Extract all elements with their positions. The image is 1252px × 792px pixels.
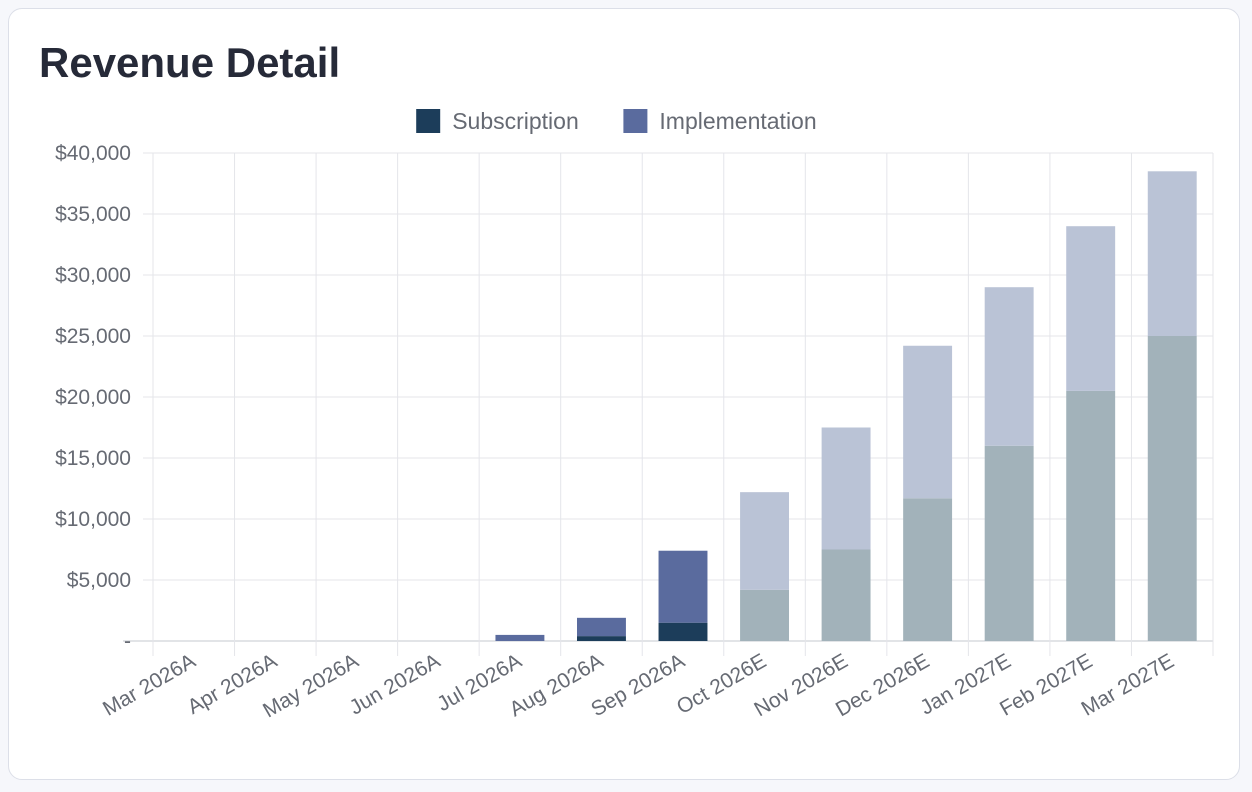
bar-implementation[interactable]: Oct 2026E – Implementation <box>740 492 789 590</box>
legend-swatch-implementation[interactable] <box>623 109 648 133</box>
bar-implementation[interactable]: Aug 2026A – Implementation <box>577 617 626 637</box>
bar-subscription[interactable]: Feb 2027E – Subscription <box>1066 390 1116 641</box>
y-tick-label: - <box>124 630 131 653</box>
y-tick-label: $30,000 <box>55 264 131 287</box>
legend-swatch-subscription[interactable] <box>416 109 441 133</box>
bar-implementation[interactable]: Sep 2026A – Implementation <box>658 550 708 623</box>
bar-implementation[interactable]: Nov 2026E – Implementation <box>821 427 871 550</box>
bar-subscription[interactable]: Sep 2026A – Subscription <box>658 622 708 641</box>
grid <box>123 152 1214 656</box>
bar-subscription[interactable]: Mar 2027E – Subscription <box>1147 336 1197 641</box>
bar-subscription[interactable]: Aug 2026A – Subscription <box>577 636 626 641</box>
bars: Jul 2026A – Implementation Aug 2026A – Su… <box>495 171 1197 642</box>
x-tick-label: Dec 2026E <box>832 649 933 721</box>
bar-subscription[interactable]: Dec 2026E – Subscription <box>903 498 953 641</box>
y-tick-label: $15,000 <box>55 447 131 470</box>
x-tick-label: Feb 2027E <box>996 649 1096 720</box>
legend-label-implementation[interactable]: Implementation <box>659 108 816 134</box>
y-tick-label: $5,000 <box>67 569 131 592</box>
card-title: Revenue Detail <box>39 39 341 86</box>
x-tick-label: Sep 2026A <box>587 649 689 721</box>
y-tick-label: $20,000 <box>55 386 131 409</box>
y-tick-label: $25,000 <box>55 325 131 348</box>
bar-implementation[interactable]: Mar 2027E – Implementation <box>1147 171 1197 336</box>
bar-implementation[interactable]: Jan 2027E – Implementation <box>984 287 1034 446</box>
y-tick-label: $40,000 <box>55 142 131 165</box>
x-tick-label: Mar 2027E <box>1077 649 1177 720</box>
bar-implementation[interactable]: Jul 2026A – Implementation <box>495 634 545 641</box>
bar-subscription[interactable]: Oct 2026E – Subscription <box>740 589 789 641</box>
y-tick-label: $35,000 <box>55 203 131 226</box>
legend[interactable]: Subscription Implementation <box>416 108 817 134</box>
bar-subscription[interactable]: Nov 2026E – Subscription <box>821 549 871 642</box>
revenue-detail-card: Revenue Detail <box>8 8 1240 780</box>
y-tick-label: $10,000 <box>55 508 131 531</box>
x-tick-label: Jun 2026A <box>346 649 444 719</box>
x-tick-label: Mar 2026A <box>99 649 199 720</box>
bar-subscription[interactable]: Jan 2027E – Subscription <box>984 445 1034 641</box>
bar-implementation[interactable]: Dec 2026E – Implementation <box>903 345 953 499</box>
bar-implementation[interactable]: Feb 2027E – Implementation <box>1066 226 1116 391</box>
legend-label-subscription[interactable]: Subscription <box>452 108 579 134</box>
